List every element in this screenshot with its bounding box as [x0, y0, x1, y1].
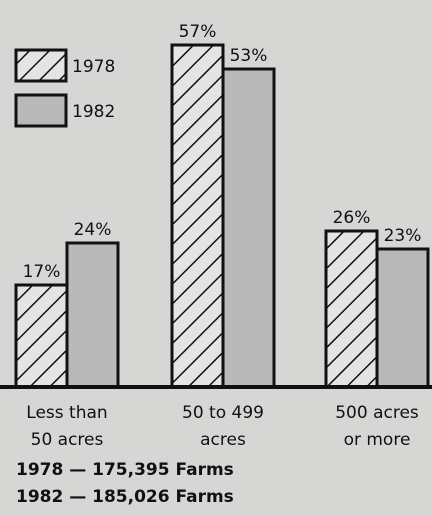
legend-swatch: [14, 48, 68, 83]
bar: [324, 229, 379, 389]
bar: [375, 247, 430, 389]
value-label: 26%: [333, 208, 371, 228]
value-label: 17%: [23, 262, 61, 282]
note: 1982 — 185,026 Farms: [16, 487, 234, 507]
value-label: 24%: [74, 220, 112, 240]
value-label: 53%: [230, 46, 268, 66]
x-tick-label: or more: [344, 430, 411, 450]
x-tick-label: acres: [200, 430, 246, 450]
bar: [65, 241, 120, 389]
value-label: 23%: [384, 226, 422, 246]
bar: [170, 43, 225, 389]
x-tick-label: Less than: [26, 403, 107, 423]
legend-label: 1982: [72, 102, 115, 122]
bar: [221, 67, 276, 389]
x-tick-label: 50 to 499: [182, 403, 264, 423]
legend-label: 1978: [72, 57, 115, 77]
x-tick-label: 500 acres: [335, 403, 419, 423]
legend-swatch: [14, 93, 68, 128]
bar: [14, 283, 69, 389]
x-tick-label: 50 acres: [31, 430, 104, 450]
note: 1978 — 175,395 Farms: [16, 460, 234, 480]
value-label: 57%: [179, 22, 217, 42]
